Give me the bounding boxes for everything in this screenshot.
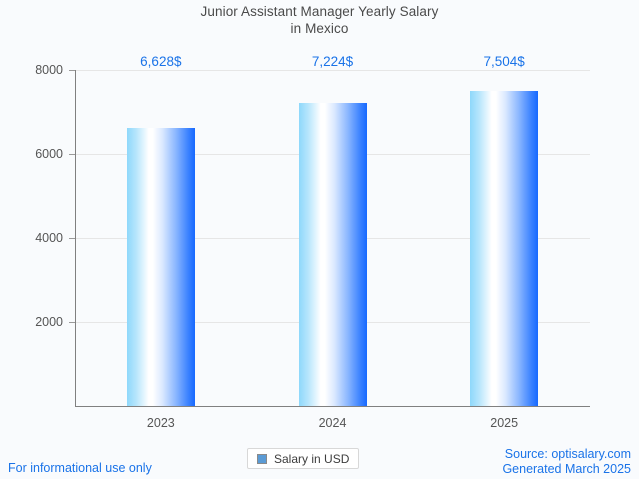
y-axis-line	[75, 70, 76, 407]
bar-value-label-2025: 7,504$	[483, 54, 525, 69]
legend-label-salary: Salary in USD	[274, 451, 350, 466]
y-tick-mark-4000	[69, 238, 75, 239]
bar-value-label-2023: 6,628$	[140, 54, 182, 69]
y-tick-mark-2000	[69, 322, 75, 323]
footer-disclaimer: For informational use only	[8, 461, 152, 475]
x-tick-label-2023: 2023	[146, 416, 175, 430]
y-tick-mark-8000	[69, 70, 75, 71]
x-tick-label-2025: 2025	[490, 416, 519, 430]
footer-source-block: Source: optisalary.com Generated March 2…	[502, 447, 631, 477]
chart-title-line-1: Junior Assistant Manager Yearly Salary	[200, 4, 439, 19]
chart-legend[interactable]: Salary in USD	[247, 448, 360, 469]
bar-value-label-2024: 7,224$	[311, 54, 354, 69]
x-tick-label-2024: 2024	[318, 416, 347, 430]
y-tick-mark-6000	[69, 154, 75, 155]
y-tick-label-2000: 2000	[35, 315, 63, 329]
gridline-8000	[75, 70, 590, 71]
y-tick-label-8000: 8000	[35, 63, 63, 77]
y-tick-label-4000: 4000	[35, 231, 63, 245]
footer-source: Source: optisalary.com	[504, 447, 631, 461]
legend-swatch-icon	[257, 453, 267, 464]
footer-generated: Generated March 2025	[502, 462, 631, 476]
chart-title: Junior Assistant Manager Yearly Salary i…	[0, 3, 639, 37]
x-axis-line	[75, 406, 590, 407]
y-tick-label-6000: 6000	[35, 147, 63, 161]
chart-title-line-2: in Mexico	[290, 21, 349, 36]
